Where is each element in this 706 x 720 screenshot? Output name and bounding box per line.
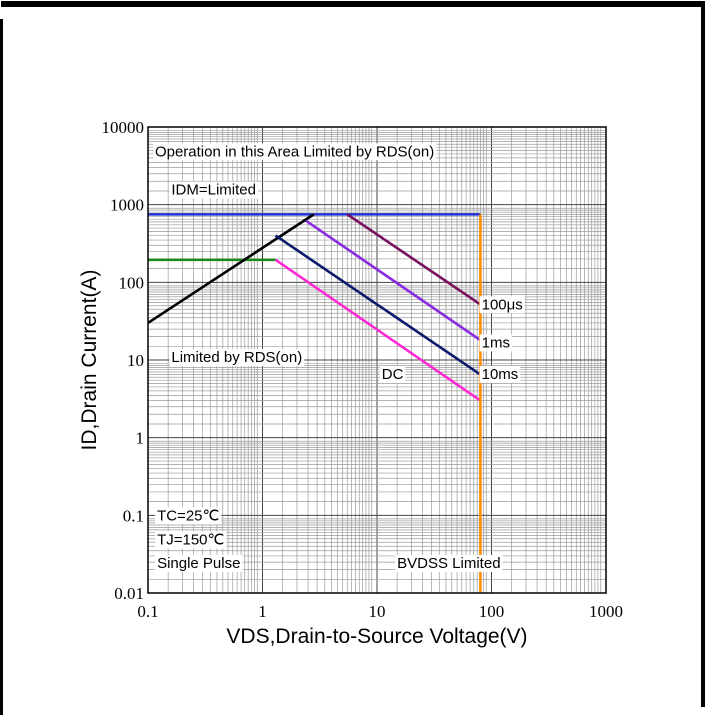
x-tick-label: 1000 bbox=[589, 602, 623, 621]
top-border bbox=[1, 1, 705, 7]
annotation-text: Single Pulse bbox=[157, 555, 240, 572]
y-tick-label: 0.01 bbox=[114, 584, 144, 603]
series-group bbox=[147, 213, 482, 593]
annotation-text: Limited by RDS(on) bbox=[171, 349, 302, 366]
annotation: TC=25℃ bbox=[155, 507, 222, 525]
x-tick-label: 100 bbox=[479, 602, 505, 621]
annotation-bg bbox=[169, 181, 258, 199]
annotation-bg bbox=[155, 507, 222, 525]
annotation-text: TJ=150℃ bbox=[157, 532, 224, 549]
annotations: Operation in this Area Limited by RDS(on… bbox=[152, 143, 525, 572]
annotation: Operation in this Area Limited by RDS(on… bbox=[152, 143, 437, 161]
annotation-bg bbox=[379, 365, 406, 383]
annotation-bg bbox=[155, 554, 243, 572]
y-tick-label: 0.1 bbox=[123, 506, 144, 525]
annotation-text: BVDSS Limited bbox=[397, 555, 500, 572]
annotation: 100μs bbox=[479, 296, 525, 314]
annotation-bg bbox=[479, 365, 521, 383]
left-border bbox=[0, 19, 3, 715]
x-tick-label: 10 bbox=[369, 602, 386, 621]
annotation-text: DC bbox=[382, 366, 404, 383]
x-tick-label: 1 bbox=[258, 602, 267, 621]
series-line-3 bbox=[147, 213, 315, 325]
series-line-4 bbox=[346, 213, 482, 306]
series-line-6 bbox=[274, 234, 482, 376]
annotation: Single Pulse bbox=[155, 554, 243, 572]
annotation-text: TC=25℃ bbox=[157, 507, 219, 524]
annotation: TJ=150℃ bbox=[155, 531, 227, 549]
plot-frame bbox=[147, 126, 607, 594]
annotation: IDM=Limited bbox=[169, 181, 258, 199]
series-line-7 bbox=[274, 258, 482, 402]
annotation-text: 1ms bbox=[482, 334, 510, 351]
annotation-text: Operation in this Area Limited by RDS(on… bbox=[155, 143, 434, 160]
annotation: Limited by RDS(on) bbox=[169, 349, 305, 367]
annotation: 1ms bbox=[479, 334, 512, 352]
x-axis-title: VDS,Drain-to-Source Voltage(V) bbox=[226, 625, 527, 648]
y-tick-label: 10 bbox=[127, 351, 144, 370]
annotation-bg bbox=[155, 531, 227, 549]
annotation: 10ms bbox=[479, 365, 521, 383]
annotation: DC bbox=[379, 365, 406, 383]
series-line-5 bbox=[305, 219, 482, 342]
y-axis-title: ID,Drain Current(A) bbox=[78, 270, 101, 451]
annotation-text: 10ms bbox=[482, 366, 519, 383]
annotation-text: 100μs bbox=[482, 296, 523, 313]
annotation-text: IDM=Limited bbox=[171, 182, 256, 199]
y-tick-label: 1 bbox=[136, 429, 145, 448]
annotation-bg bbox=[152, 143, 437, 161]
annotation-bg bbox=[479, 334, 512, 352]
x-tick-label: 0.1 bbox=[137, 602, 158, 621]
y-tick-label: 10000 bbox=[102, 118, 145, 137]
annotation: BVDSS Limited bbox=[395, 554, 503, 572]
y-tick-label: 100 bbox=[119, 273, 145, 292]
y-tick-label: 1000 bbox=[110, 196, 144, 215]
right-border bbox=[701, 7, 705, 707]
annotation-bg bbox=[169, 349, 305, 367]
annotation-bg bbox=[479, 296, 525, 314]
annotation-bg bbox=[395, 554, 503, 572]
